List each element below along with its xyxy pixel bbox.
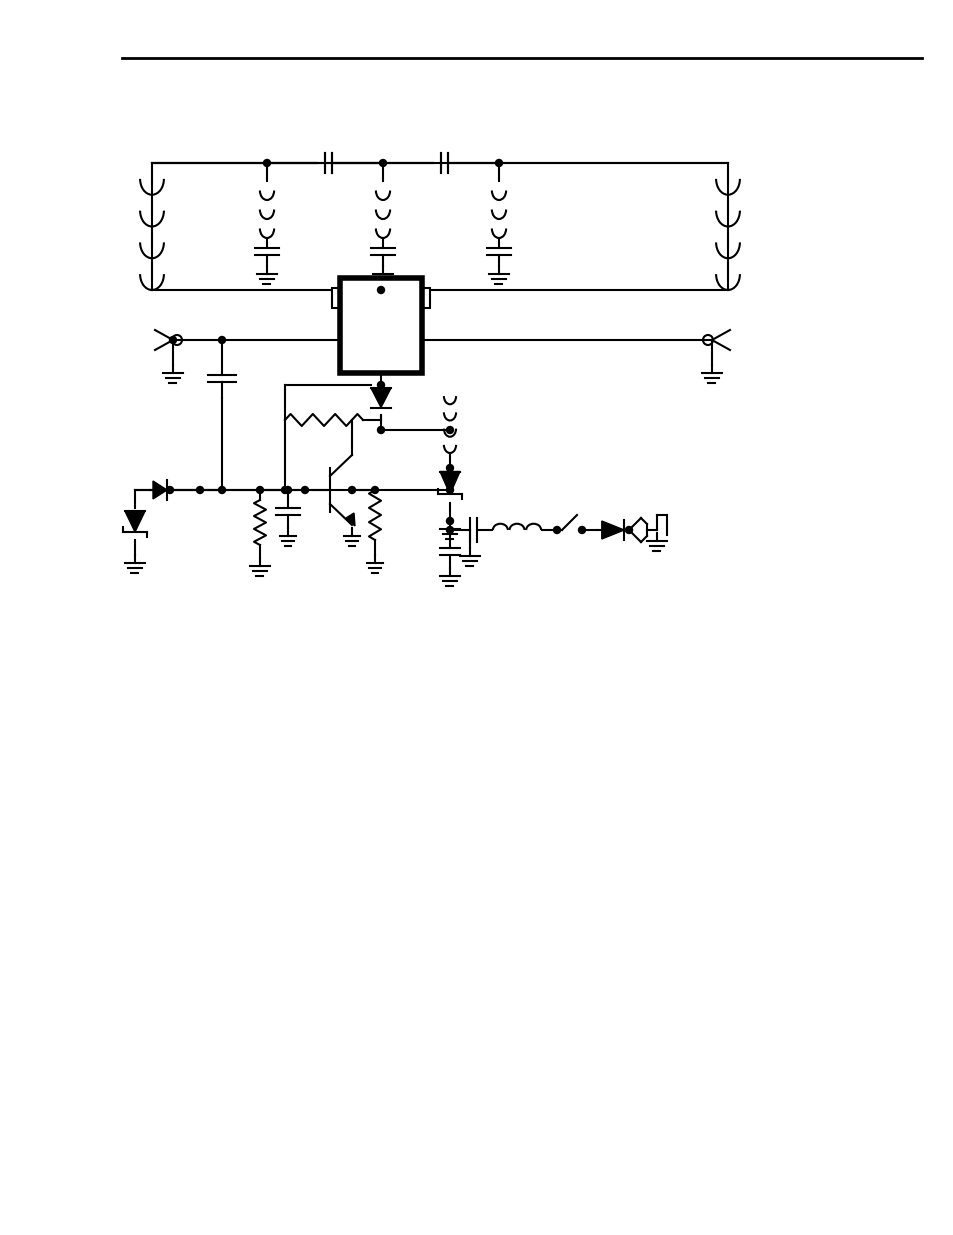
Circle shape: [578, 526, 585, 534]
Circle shape: [377, 426, 384, 433]
Polygon shape: [439, 472, 459, 494]
Circle shape: [170, 336, 176, 343]
Circle shape: [377, 389, 384, 396]
Bar: [339, 278, 421, 373]
Bar: [421, 288, 430, 308]
Circle shape: [301, 487, 308, 494]
Circle shape: [348, 487, 355, 494]
Circle shape: [379, 159, 386, 167]
Circle shape: [196, 487, 203, 494]
Circle shape: [446, 426, 453, 433]
Circle shape: [446, 517, 453, 525]
Circle shape: [377, 382, 384, 389]
Circle shape: [218, 487, 225, 494]
Bar: [332, 288, 339, 308]
Polygon shape: [125, 511, 145, 532]
Circle shape: [218, 336, 225, 343]
Circle shape: [446, 464, 453, 472]
Polygon shape: [152, 480, 167, 499]
Circle shape: [256, 487, 263, 494]
Circle shape: [377, 287, 384, 294]
Circle shape: [553, 526, 560, 534]
Circle shape: [446, 526, 453, 534]
Polygon shape: [346, 513, 355, 526]
Circle shape: [371, 487, 378, 494]
Circle shape: [263, 159, 271, 167]
Circle shape: [167, 487, 173, 494]
Polygon shape: [371, 388, 391, 408]
Circle shape: [446, 487, 453, 494]
Circle shape: [284, 487, 292, 494]
Circle shape: [625, 526, 632, 534]
Polygon shape: [601, 521, 623, 538]
Circle shape: [281, 487, 288, 494]
Circle shape: [495, 159, 502, 167]
